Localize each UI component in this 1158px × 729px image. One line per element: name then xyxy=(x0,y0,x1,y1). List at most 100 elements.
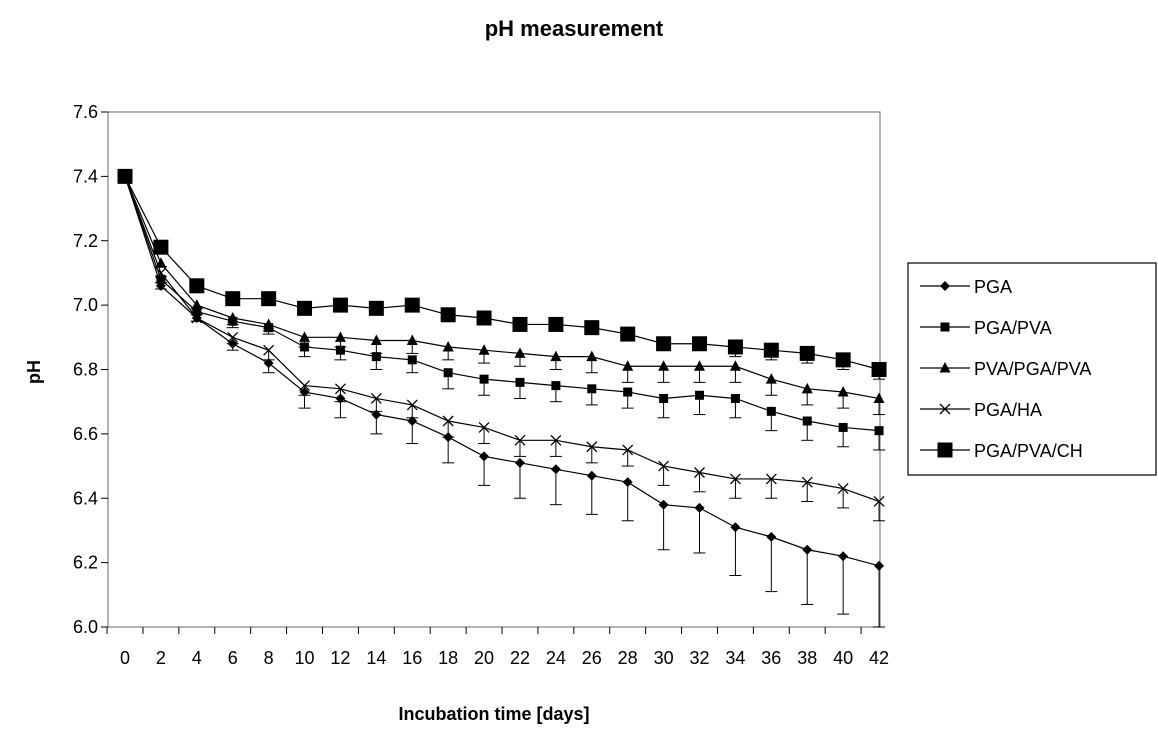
data-point xyxy=(659,393,669,403)
data-point xyxy=(332,297,348,313)
y-tick-label: 7.4 xyxy=(73,166,98,186)
data-point xyxy=(406,399,418,411)
x-tick-label: 6 xyxy=(228,648,238,668)
x-tick-label: 26 xyxy=(582,648,602,668)
x-tick-label: 42 xyxy=(869,648,889,668)
legend-marker xyxy=(937,442,953,458)
data-point xyxy=(227,312,239,323)
data-point xyxy=(587,384,597,394)
x-tick-label: 24 xyxy=(546,648,566,668)
data-point xyxy=(299,331,311,342)
data-point xyxy=(479,451,490,462)
series-line xyxy=(124,176,880,432)
data-point xyxy=(766,406,776,416)
data-point xyxy=(476,310,492,326)
data-point xyxy=(838,422,848,432)
x-tick-label: 36 xyxy=(761,648,781,668)
legend-item: PGA/PVA/CH xyxy=(920,441,1083,461)
data-point xyxy=(622,444,634,456)
data-point xyxy=(695,390,705,400)
data-point xyxy=(801,382,813,394)
data-point xyxy=(586,470,597,481)
x-tick-label: 2 xyxy=(156,648,166,668)
legend-item: PVA/PGA/PVA xyxy=(920,359,1091,379)
data-point xyxy=(765,473,777,485)
data-point xyxy=(189,278,205,294)
data-point xyxy=(727,339,743,355)
data-point xyxy=(623,387,633,397)
data-point xyxy=(656,336,672,352)
legend-label: PVA/PGA/PVA xyxy=(974,359,1091,379)
data-point xyxy=(442,415,454,427)
data-point xyxy=(694,467,705,478)
data-point xyxy=(297,300,313,316)
y-tick-label: 6.6 xyxy=(73,424,98,444)
data-point xyxy=(584,320,600,336)
data-point xyxy=(191,299,203,310)
x-tick-label: 22 xyxy=(510,648,530,668)
data-point xyxy=(548,316,564,332)
data-point xyxy=(551,381,561,391)
data-point xyxy=(407,355,417,365)
data-point xyxy=(153,239,169,255)
series-pga-pva-ch xyxy=(117,168,887,380)
data-point xyxy=(478,421,490,433)
data-point xyxy=(550,464,561,475)
y-tick-label: 6.4 xyxy=(73,488,98,508)
data-point xyxy=(729,360,741,371)
y-axis-label: pH xyxy=(24,360,44,384)
data-point xyxy=(874,560,885,571)
data-point xyxy=(799,345,815,361)
data-point xyxy=(766,531,777,542)
y-tick-label: 6.8 xyxy=(73,360,98,380)
legend-marker xyxy=(939,362,951,373)
series-pga-pva xyxy=(120,171,886,451)
data-point xyxy=(694,360,706,371)
data-point xyxy=(514,434,526,446)
data-point xyxy=(225,291,241,307)
data-point xyxy=(404,297,420,313)
data-point xyxy=(802,416,812,426)
data-point xyxy=(335,345,345,355)
x-tick-label: 10 xyxy=(295,648,315,668)
legend-marker xyxy=(940,322,950,332)
data-point xyxy=(550,434,562,446)
data-point xyxy=(407,416,418,426)
data-point xyxy=(406,334,418,346)
series-layer xyxy=(117,168,887,628)
data-point xyxy=(838,551,849,562)
data-point xyxy=(586,441,598,453)
data-point xyxy=(550,350,562,362)
data-point xyxy=(514,347,526,358)
x-tick-label: 28 xyxy=(618,648,638,668)
series-pga-ha xyxy=(119,170,886,522)
x-tick-label: 18 xyxy=(438,648,458,668)
legend-marker xyxy=(939,403,951,415)
data-point xyxy=(512,316,528,332)
data-point xyxy=(694,502,705,513)
y-tick-label: 6.0 xyxy=(73,617,98,637)
x-tick-label: 34 xyxy=(725,648,745,668)
y-tick-label: 7.0 xyxy=(73,295,98,315)
x-tick-label: 40 xyxy=(833,648,853,668)
x-tick-label: 14 xyxy=(366,648,386,668)
data-point xyxy=(261,291,277,307)
data-point xyxy=(730,522,741,533)
data-point xyxy=(299,380,310,392)
data-point xyxy=(874,426,884,436)
legend-label: PGA/PVA/CH xyxy=(974,441,1083,461)
data-point xyxy=(334,383,346,395)
x-tick-label: 38 xyxy=(797,648,817,668)
data-point xyxy=(155,267,167,279)
data-point xyxy=(835,352,851,368)
legend: PGA PGA/PVA PVA/PGA/PVA PGA/HA PGA/PVA/CH xyxy=(907,262,1157,476)
x-tick-label: 16 xyxy=(402,648,422,668)
data-point xyxy=(729,473,741,485)
data-point xyxy=(873,496,885,507)
legend-label: PGA xyxy=(974,277,1012,297)
data-point xyxy=(765,373,777,384)
x-axis-label: Incubation time [days] xyxy=(398,704,589,724)
data-point xyxy=(368,300,384,316)
data-point xyxy=(802,544,813,555)
